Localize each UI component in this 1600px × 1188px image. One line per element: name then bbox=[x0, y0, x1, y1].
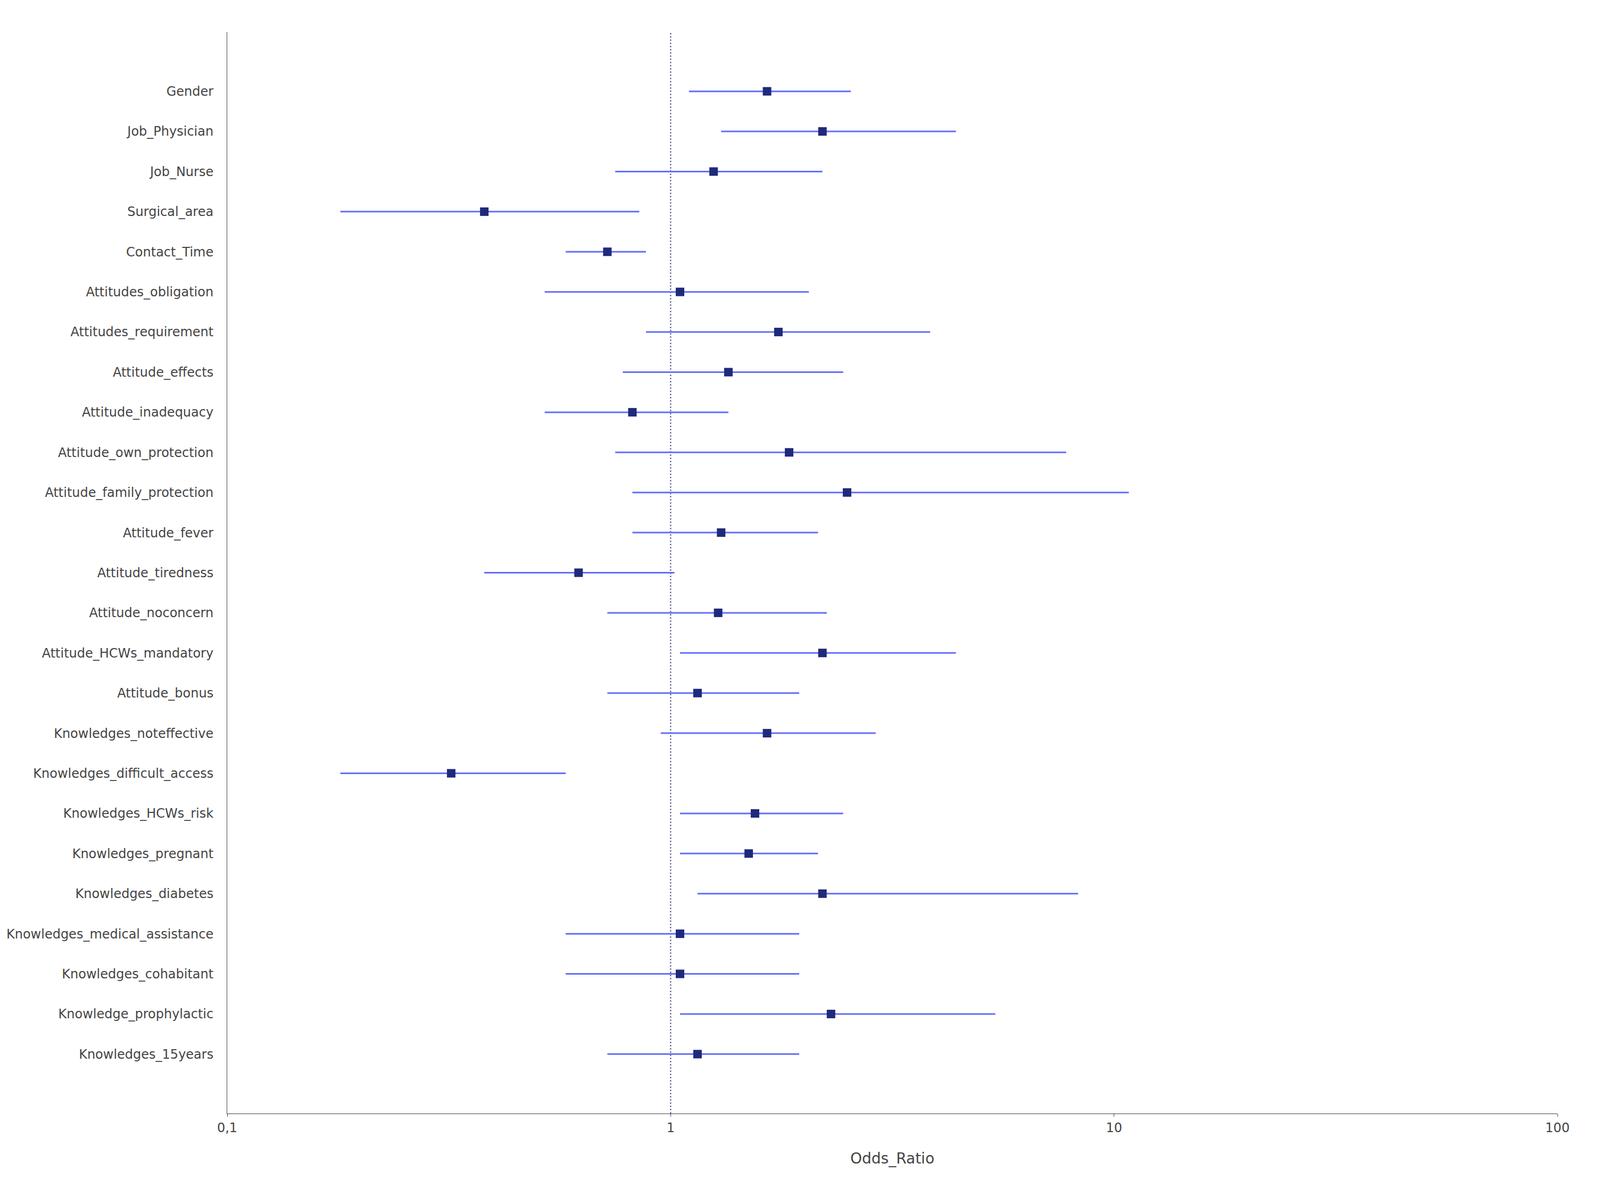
svg-text:0,1: 0,1 bbox=[217, 1120, 238, 1136]
svg-text:Knowledges_noteffective: Knowledges_noteffective bbox=[53, 726, 214, 742]
svg-text:Knowledges_15years: Knowledges_15years bbox=[78, 1047, 214, 1063]
svg-text:Gender: Gender bbox=[166, 84, 214, 99]
svg-text:Job_Physician: Job_Physician bbox=[126, 123, 214, 139]
svg-text:Attitude_inadequacy: Attitude_inadequacy bbox=[81, 404, 214, 420]
svg-text:10: 10 bbox=[1105, 1120, 1123, 1136]
svg-text:Attitude_own_protection: Attitude_own_protection bbox=[57, 445, 214, 461]
svg-text:Knowledges_diabetes: Knowledges_diabetes bbox=[75, 886, 214, 902]
svg-text:Contact_Time: Contact_Time bbox=[126, 244, 214, 260]
svg-text:Attitude_fever: Attitude_fever bbox=[122, 525, 214, 541]
svg-text:Attitude_HCWs_mandatory: Attitude_HCWs_mandatory bbox=[42, 645, 214, 661]
svg-text:Knowledges_pregnant: Knowledges_pregnant bbox=[72, 846, 214, 862]
svg-text:Knowledges_medical_assistance: Knowledges_medical_assistance bbox=[6, 926, 214, 942]
svg-text:Knowledge_prophylactic: Knowledge_prophylactic bbox=[58, 1006, 214, 1022]
svg-text:Knowledges_difficult_access: Knowledges_difficult_access bbox=[32, 766, 214, 782]
svg-text:Odds_Ratio: Odds_Ratio bbox=[850, 1149, 935, 1168]
svg-text:Knowledges_HCWs_risk: Knowledges_HCWs_risk bbox=[63, 806, 214, 822]
svg-text:Attitude_family_protection: Attitude_family_protection bbox=[44, 485, 214, 501]
svg-text:Surgical_area: Surgical_area bbox=[127, 204, 214, 220]
svg-text:Attitude_bonus: Attitude_bonus bbox=[117, 685, 214, 701]
svg-text:100: 100 bbox=[1545, 1120, 1570, 1136]
svg-text:Knowledges_cohabitant: Knowledges_cohabitant bbox=[61, 966, 214, 982]
svg-text:Job_Nurse: Job_Nurse bbox=[148, 164, 214, 180]
svg-text:Attitudes_requirement: Attitudes_requirement bbox=[70, 324, 214, 340]
svg-text:Attitude_effects: Attitude_effects bbox=[112, 365, 214, 380]
svg-text:Attitude_noconcern: Attitude_noconcern bbox=[88, 605, 214, 621]
svg-text:Attitude_tiredness: Attitude_tiredness bbox=[97, 565, 214, 581]
svg-text:1: 1 bbox=[666, 1120, 675, 1136]
svg-text:Attitudes_obligation: Attitudes_obligation bbox=[85, 284, 214, 300]
